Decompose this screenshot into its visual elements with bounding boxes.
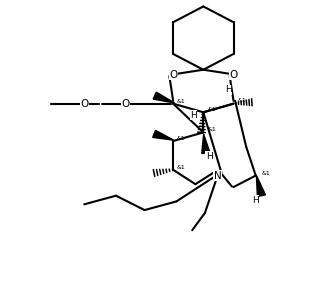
Text: H: H <box>252 196 258 205</box>
Text: &1: &1 <box>177 165 186 170</box>
Text: O: O <box>80 99 88 109</box>
Text: &1: &1 <box>237 98 246 103</box>
Text: O: O <box>122 99 130 109</box>
Polygon shape <box>256 175 265 197</box>
Text: &1: &1 <box>207 127 216 132</box>
Text: &1: &1 <box>207 107 216 112</box>
Polygon shape <box>202 134 210 153</box>
Text: H: H <box>190 111 197 120</box>
Text: O: O <box>169 70 177 80</box>
Text: H: H <box>206 151 212 160</box>
Text: &1: &1 <box>177 99 186 104</box>
Text: &1: &1 <box>177 136 186 141</box>
Text: N: N <box>214 171 221 181</box>
Polygon shape <box>153 130 174 140</box>
Text: &1: &1 <box>262 171 270 176</box>
Polygon shape <box>153 92 175 103</box>
Text: O: O <box>229 70 238 80</box>
Text: H: H <box>225 85 232 94</box>
